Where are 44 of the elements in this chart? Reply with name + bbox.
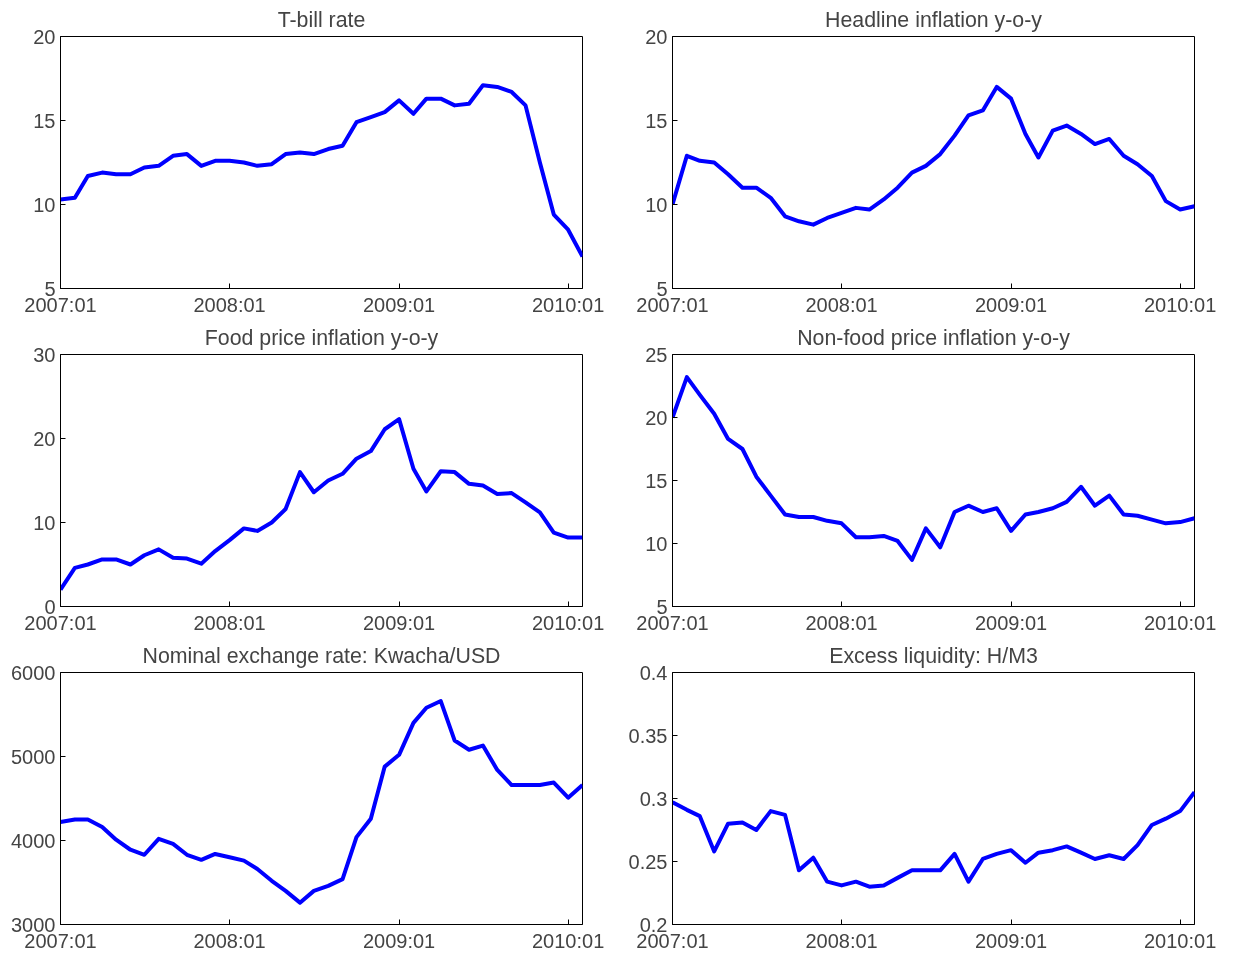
x-tick-label: 2008:01 — [805, 611, 878, 634]
x-tick-label: 2009:01 — [974, 611, 1048, 634]
y-tick-label: 6000 — [11, 661, 56, 684]
x-tick-label: 2009:01 — [974, 293, 1048, 316]
y-tick-label: 20 — [645, 406, 668, 429]
y-tick-label: 15 — [645, 469, 668, 492]
y-tick-label: 4000 — [11, 829, 56, 852]
x-tick-label: 2010:01 — [531, 611, 605, 634]
x-tick-label: 2008:01 — [193, 929, 266, 952]
x-tick-label: 2009:01 — [362, 611, 436, 634]
x-tick-label: 2010:01 — [1143, 293, 1217, 316]
chart-title: Excess liquidity: H/M3 — [829, 643, 1038, 668]
y-tick-label: 20 — [33, 25, 56, 48]
x-tick-label: 2010:01 — [1143, 929, 1217, 952]
y-tick-label: 10 — [33, 193, 56, 216]
x-tick-label: 2010:01 — [531, 293, 605, 316]
chart-title: Food price inflation y-o-y — [204, 325, 439, 350]
y-tick-label: 0.25 — [628, 850, 668, 873]
x-tick-label: 2008:01 — [805, 293, 878, 316]
y-tick-label: 0.35 — [628, 724, 668, 747]
y-tick-label: 15 — [33, 109, 56, 132]
y-tick-label: 10 — [645, 532, 668, 555]
y-tick-label: 0.3 — [639, 787, 668, 810]
x-tick-label: 2009:01 — [974, 929, 1048, 952]
y-tick-label: 25 — [645, 343, 668, 366]
y-tick-label: 20 — [33, 427, 56, 450]
x-tick-label: 2008:01 — [193, 293, 266, 316]
x-tick-label: 2008:01 — [805, 929, 878, 952]
y-tick-label: 5000 — [11, 745, 56, 768]
chart-title: Nominal exchange rate: Kwacha/USD — [142, 643, 501, 668]
y-tick-label: 30 — [33, 343, 56, 366]
x-tick-label: 2009:01 — [362, 293, 436, 316]
x-tick-label: 2008:01 — [193, 611, 266, 634]
x-tick-label: 2010:01 — [531, 929, 605, 952]
x-tick-label: 2009:01 — [362, 929, 436, 952]
chart-title: Headline inflation y-o-y — [825, 7, 1043, 32]
chart-title: Non-food price inflation y-o-y — [797, 325, 1071, 350]
y-tick-label: 15 — [645, 109, 668, 132]
y-tick-label: 20 — [645, 25, 668, 48]
x-tick-label: 2010:01 — [1143, 611, 1217, 634]
y-tick-label: 10 — [645, 193, 668, 216]
chart-title: T-bill rate — [277, 7, 366, 32]
y-tick-label: 0.4 — [639, 661, 668, 684]
y-tick-label: 10 — [33, 511, 56, 534]
